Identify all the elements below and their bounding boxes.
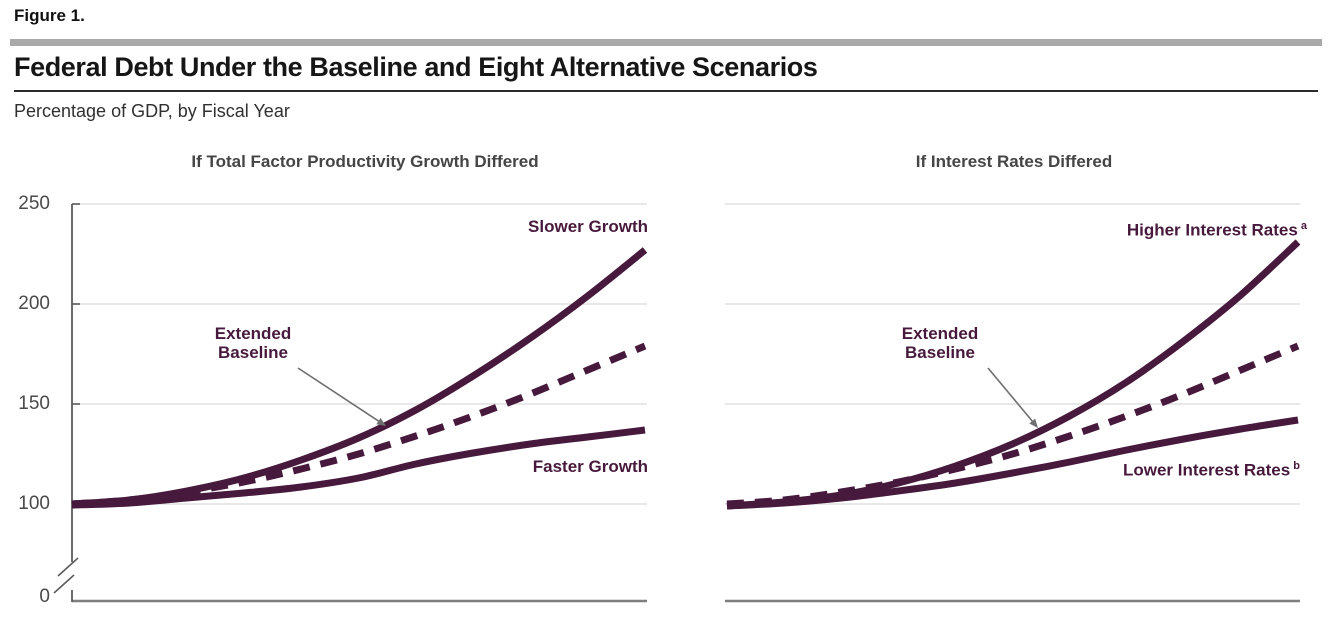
- annotation-arrowhead: [1029, 418, 1038, 428]
- series-label-text: Higher Interest Rates: [1126, 220, 1298, 240]
- annotation-arrow: [297, 367, 382, 424]
- extended-baseline-line: [71, 342, 647, 508]
- footnote-marker: a: [1297, 220, 1307, 232]
- slower-growth-label: Slower Growth: [528, 216, 648, 237]
- faster-growth-label: Faster Growth: [533, 456, 648, 477]
- panel-title-right: If Interest Rates Differed: [915, 152, 1113, 171]
- extended-baseline-annotation: Extended Baseline: [901, 324, 979, 362]
- lower-interest-rates-label: Lower Interest Rates b: [1123, 456, 1300, 481]
- extended-baseline-annotation: Extended Baseline: [214, 324, 292, 362]
- annotation-arrow: [987, 367, 1035, 424]
- series-label-text: Slower Growth: [528, 217, 648, 236]
- annotation-arrowhead: [376, 417, 386, 426]
- series-label-text: Faster Growth: [532, 457, 648, 476]
- footnote-marker: b: [1290, 460, 1300, 472]
- series-label-text: Lower Interest Rates: [1122, 460, 1291, 480]
- panel-title-left: If Total Factor Productivity Growth Diff…: [191, 152, 539, 171]
- y-tick-label: 0: [39, 586, 50, 607]
- y-tick-label: 150: [18, 393, 50, 414]
- figure-title: Federal Debt Under the Baseline and Eigh…: [14, 51, 1318, 93]
- divider-bar: [10, 39, 1322, 46]
- y-tick-label: 100: [18, 493, 50, 514]
- higher-interest-rates-label: Higher Interest Rates a: [1127, 216, 1307, 241]
- axis-break-mark: [57, 557, 79, 577]
- axis-break-mark: [53, 574, 75, 594]
- y-tick-label: 250: [18, 193, 50, 214]
- figure-label: Figure 1.: [14, 6, 85, 25]
- figure-subtitle: Percentage of GDP, by Fiscal Year: [14, 101, 290, 121]
- y-tick-label: 200: [18, 293, 50, 314]
